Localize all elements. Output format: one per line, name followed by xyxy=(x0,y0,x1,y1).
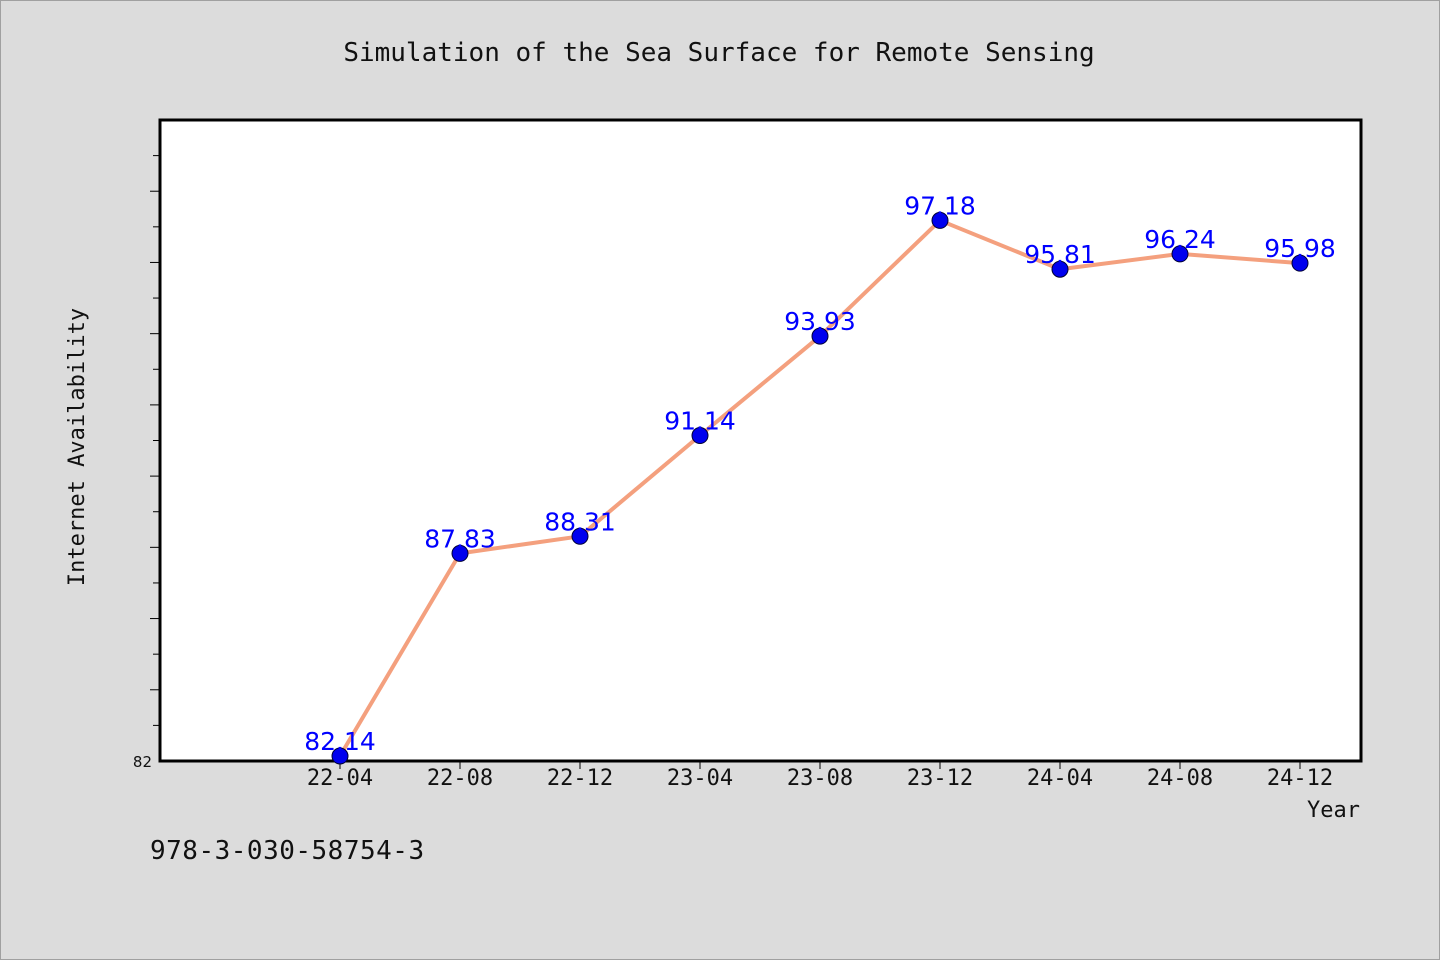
data-label: 93.93 xyxy=(784,307,856,336)
y-axis-label: Internet Availability xyxy=(65,308,90,586)
x-tick-label: 22-04 xyxy=(307,766,373,791)
data-label: 97.18 xyxy=(904,191,976,220)
plot-area xyxy=(158,118,1363,763)
x-tick-label: 23-08 xyxy=(787,766,853,791)
isbn-code: 978-3-030-58754-3 xyxy=(150,836,425,866)
data-point xyxy=(1051,260,1069,278)
data-label: 91.14 xyxy=(664,407,736,436)
data-label: 95.81 xyxy=(1024,240,1096,269)
data-point xyxy=(811,327,829,345)
y-tick-label: 82 xyxy=(133,753,152,771)
data-point xyxy=(1291,254,1309,272)
data-label: 88.31 xyxy=(544,507,616,536)
x-tick-label: 23-12 xyxy=(907,766,973,791)
x-axis-label: Year xyxy=(1307,798,1360,823)
x-tick-label: 24-12 xyxy=(1267,766,1333,791)
chart-title: Simulation of the Sea Surface for Remote… xyxy=(343,38,1094,68)
data-label: 87.83 xyxy=(424,524,496,553)
x-tick-label: 24-08 xyxy=(1147,766,1213,791)
x-tick-label: 22-08 xyxy=(427,766,493,791)
x-tick-label: 23-04 xyxy=(667,766,733,791)
x-tick-label: 24-04 xyxy=(1027,766,1093,791)
data-point xyxy=(691,427,709,445)
data-point xyxy=(571,527,589,545)
data-point xyxy=(451,544,469,562)
data-label: 82.14 xyxy=(304,727,376,756)
y-axis-ticks: 82 xyxy=(133,155,160,771)
x-tick-label: 22-12 xyxy=(547,766,613,791)
x-axis-ticks: 22-04 22-08 22-12 23-04 23-08 23-12 24-04 24-08… xyxy=(307,761,1333,791)
data-label: 96.24 xyxy=(1144,225,1216,254)
data-point xyxy=(331,747,349,765)
data-label: 95.98 xyxy=(1264,234,1336,263)
data-point xyxy=(1171,245,1189,263)
series-layer: 82.14 87.83 88.31 91.14 93.93 97.18 95.81 96.24… xyxy=(304,191,1336,765)
data-point xyxy=(931,211,949,229)
